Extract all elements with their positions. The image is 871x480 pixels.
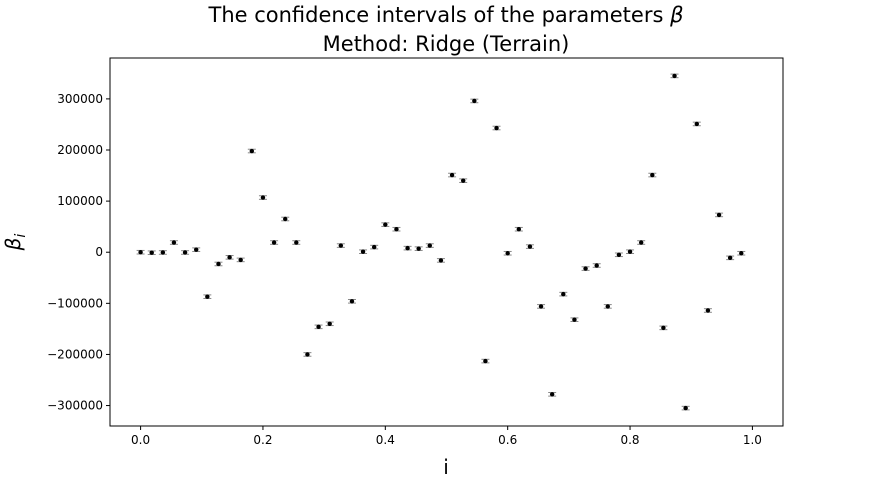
data-point [205,294,210,299]
y-tick-label: −100000 [47,296,103,310]
data-point [171,240,177,245]
data-point [216,261,221,267]
data-point [683,405,688,411]
y-axis-label: βi [1,234,29,252]
chart-title-line-1: The confidence intervals of the paramete… [208,3,684,27]
data-points [138,73,744,411]
data-point [705,308,711,313]
data-point [383,222,388,227]
y-axis: −300000 −200000 −100000 0 100000 200000 300000 [47,92,110,413]
data-point [739,251,744,256]
y-tick-label: −200000 [47,347,103,361]
error-bars [136,73,746,411]
data-point [694,121,699,127]
data-point [260,195,266,200]
data-point [338,243,344,248]
x-tick-label: 1.0 [743,433,762,447]
x-tick-label: 0.8 [620,433,639,447]
data-point [727,255,733,261]
data-point [661,325,666,331]
data-point [305,352,310,357]
data-point [627,249,633,254]
x-axis: 0.0 0.2 0.4 0.6 0.8 1.0 [131,426,762,447]
data-point [638,240,644,245]
data-point [227,255,232,260]
data-point [572,317,577,322]
data-point [527,244,533,249]
data-point [483,358,488,364]
data-point [438,258,444,263]
data-point [238,257,243,263]
y-tick-label: 200000 [57,143,103,157]
data-point [149,250,154,255]
x-tick-label: 0.6 [498,433,517,447]
data-point [360,249,366,254]
data-point [427,243,432,248]
data-point [516,227,522,232]
data-point [672,73,677,79]
data-point [716,212,722,218]
data-point [327,321,332,326]
data-point [605,304,610,309]
data-point [472,98,477,104]
data-point [505,251,510,256]
data-point [349,299,355,304]
x-axis-label: i [443,455,449,479]
data-point [249,148,255,154]
data-point [461,178,466,183]
data-point [616,252,622,257]
y-tick-label: 300000 [57,92,103,106]
data-point [371,244,377,250]
data-point [394,227,399,232]
data-point [494,125,499,131]
x-tick-label: 0.4 [376,433,395,447]
data-point [538,304,544,309]
data-point [561,291,566,297]
data-point [194,247,199,252]
data-point [594,263,599,268]
data-point [549,392,555,397]
data-point [283,216,288,222]
data-point [583,266,588,271]
data-point [271,240,277,245]
data-point [294,240,299,245]
x-tick-label: 0.0 [131,433,150,447]
y-tick-label: 100000 [57,194,103,208]
plot-area-frame [109,57,784,427]
data-point [138,250,143,255]
data-point [160,250,166,255]
data-point [316,324,321,330]
data-point [405,245,410,251]
data-point [182,250,188,255]
y-tick-label: −300000 [47,399,103,413]
data-point [449,172,455,178]
x-tick-label: 0.2 [253,433,272,447]
data-point [416,246,421,251]
y-tick-label: 0 [95,245,103,259]
chart-title-line-2: Method: Ridge (Terrain) [323,32,570,56]
data-point [650,172,655,178]
